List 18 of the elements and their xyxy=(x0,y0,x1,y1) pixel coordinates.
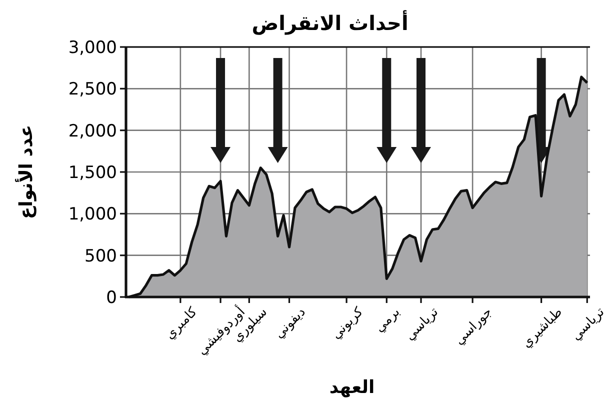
x-tick-label: برمي xyxy=(372,304,404,336)
y-tick-label: 1,000 xyxy=(68,204,117,225)
x-tick-label: ترياسي xyxy=(402,304,442,344)
x-axis-title: العهد xyxy=(329,377,375,398)
y-tick-label: 0 xyxy=(106,288,117,308)
x-tick-label: ديفوني xyxy=(272,304,309,342)
x-tick-label: ترياسي xyxy=(568,304,608,344)
x-tick-label: طباشيري xyxy=(519,304,566,352)
y-tick-label: 2,000 xyxy=(68,121,117,142)
y-tick-label: 500 xyxy=(84,246,117,266)
x-tick-label: جوراسي xyxy=(452,304,496,348)
x-tick-label: كربوني xyxy=(328,304,367,342)
chart-title: أحداث الانقراض xyxy=(252,10,408,35)
x-tick-label: كامبري xyxy=(162,304,201,343)
y-tick-label: 3,000 xyxy=(68,38,117,58)
y-tick-label: 2,500 xyxy=(68,80,117,100)
y-axis-title: عدد الأنواع xyxy=(15,124,37,220)
y-tick-label: 1,500 xyxy=(68,163,117,183)
